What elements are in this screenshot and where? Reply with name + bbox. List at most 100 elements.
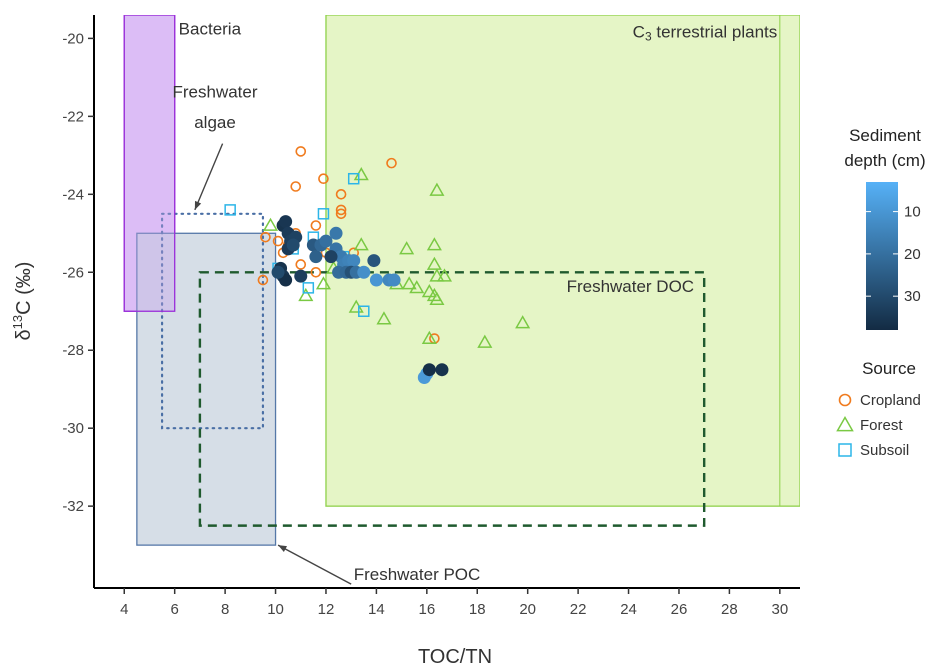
background-regions (123, 15, 800, 546)
label-c3-terrestrial-plants: C3 terrestrial plants (633, 22, 778, 43)
cropland-point (335, 204, 347, 216)
forest-point (429, 291, 445, 305)
x-tick-label: 22 (570, 601, 587, 618)
legend-cropland-marker (838, 393, 852, 407)
legend-cropland-label: Cropland (860, 392, 921, 409)
forest-point (401, 276, 417, 290)
x-tick-label: 12 (318, 601, 335, 618)
legend-depth-tick-label: 20 (904, 246, 921, 263)
forest-point (376, 311, 392, 325)
sediment-point (286, 238, 300, 252)
y-axis-title: δ13C (‰) (10, 262, 35, 341)
sediment-point (357, 265, 371, 279)
cropland-point (290, 181, 302, 192)
cropland-point (272, 235, 284, 247)
legend-depth-colorbar (866, 182, 898, 330)
legend-forest-label: Forest (860, 417, 903, 434)
legend-depth-tick-label: 30 (904, 288, 921, 305)
x-axis-title: TOC/TN (418, 646, 492, 667)
y-tick-label: -30 (62, 420, 84, 437)
sediment-point (367, 254, 381, 268)
sediment-point (319, 234, 333, 248)
forest-point (315, 276, 331, 290)
x-tick-label: 10 (267, 601, 284, 618)
region-freshwater-algae (160, 212, 265, 430)
y-tick-label: -20 (62, 30, 84, 47)
label-freshwater-doc: Freshwater DOC (567, 277, 695, 296)
arrow-head (278, 545, 288, 552)
axis-ticks: 4 6 8 10 12 14 16 18 20 22 24 26 28 30 -32 -30 -28 -26 -24… (62, 30, 788, 618)
forest-point (298, 287, 314, 302)
subsoil-point (358, 305, 370, 317)
cropland-point (310, 220, 322, 231)
forest-point (421, 283, 437, 298)
region-bacteria-overlay (123, 15, 176, 312)
y-tick-label: -22 (62, 108, 84, 125)
forest-point (421, 330, 437, 344)
region-freshwater-poc (136, 232, 277, 546)
cropland-point (295, 259, 307, 270)
cropland-point (386, 157, 397, 169)
arrow-shaft (277, 544, 352, 585)
forest-point (262, 217, 279, 231)
legend-depth-tick-label: 10 (904, 204, 921, 221)
cropland-point (310, 266, 322, 278)
arrow-head (194, 200, 202, 210)
arrow-freshwater-poc (277, 544, 352, 585)
x-tick-label: 8 (221, 601, 229, 618)
forest-point (409, 280, 425, 294)
region-labels: Bacteria C3 terrestrial plants Freshwater a… (173, 19, 778, 585)
cropland-point (335, 189, 347, 200)
arrow-freshwater-algae (194, 143, 224, 211)
x-tick-label: 18 (469, 601, 486, 618)
label-freshwater-poc: Freshwater POC (354, 565, 481, 584)
forest-point (353, 237, 369, 251)
region-c3-terrestrial-plants (325, 15, 800, 507)
subsoil-point (224, 204, 236, 216)
forest-point (429, 182, 445, 196)
sediment-point (329, 226, 343, 240)
sediment-point (294, 269, 308, 283)
sediment-point (435, 363, 449, 377)
sediment-point (369, 273, 383, 287)
sediment-point (279, 215, 293, 229)
cropland-point (295, 146, 307, 157)
forest-point (426, 256, 442, 270)
y-tick-label: -24 (62, 186, 84, 203)
legend-depth-title-line1: Sediment (849, 126, 921, 145)
arrow-shaft (194, 143, 224, 211)
sediment-point (309, 250, 323, 264)
y-tick-label: -32 (62, 498, 84, 515)
sediment-point (271, 265, 285, 279)
cropland-point (260, 231, 271, 243)
forest-point (436, 268, 453, 282)
subsoil-point (347, 172, 360, 185)
data-points (224, 146, 531, 385)
x-tick-label: 20 (519, 601, 536, 618)
subsoil-point (302, 282, 315, 294)
label-freshwater-algae-line2: algae (194, 113, 236, 132)
legend: Sediment depth (cm) 10 20 30 Source Cropland Fo… (836, 126, 926, 459)
sediment-point (324, 250, 338, 264)
subsoil-point (317, 208, 330, 220)
legend-subsoil-marker (838, 443, 852, 457)
region-freshwater-doc (198, 271, 706, 527)
y-tick-label: -28 (62, 342, 84, 359)
x-tick-label: 28 (721, 601, 738, 618)
x-tick-label: 16 (418, 601, 435, 618)
sediment-point (422, 363, 436, 377)
legend-forest-marker (836, 415, 854, 432)
forest-point (426, 237, 442, 251)
y-tick-label: -26 (62, 264, 84, 281)
x-tick-label: 4 (120, 601, 128, 618)
x-tick-label: 14 (368, 601, 385, 618)
forest-point (429, 268, 445, 282)
forest-point (399, 241, 415, 255)
legend-subsoil-label: Subsoil (860, 442, 909, 459)
cropland-point (335, 208, 347, 220)
sediment-point (347, 254, 361, 268)
sediment-point (387, 273, 401, 287)
label-bacteria: Bacteria (179, 19, 242, 38)
forest-point (515, 315, 531, 329)
